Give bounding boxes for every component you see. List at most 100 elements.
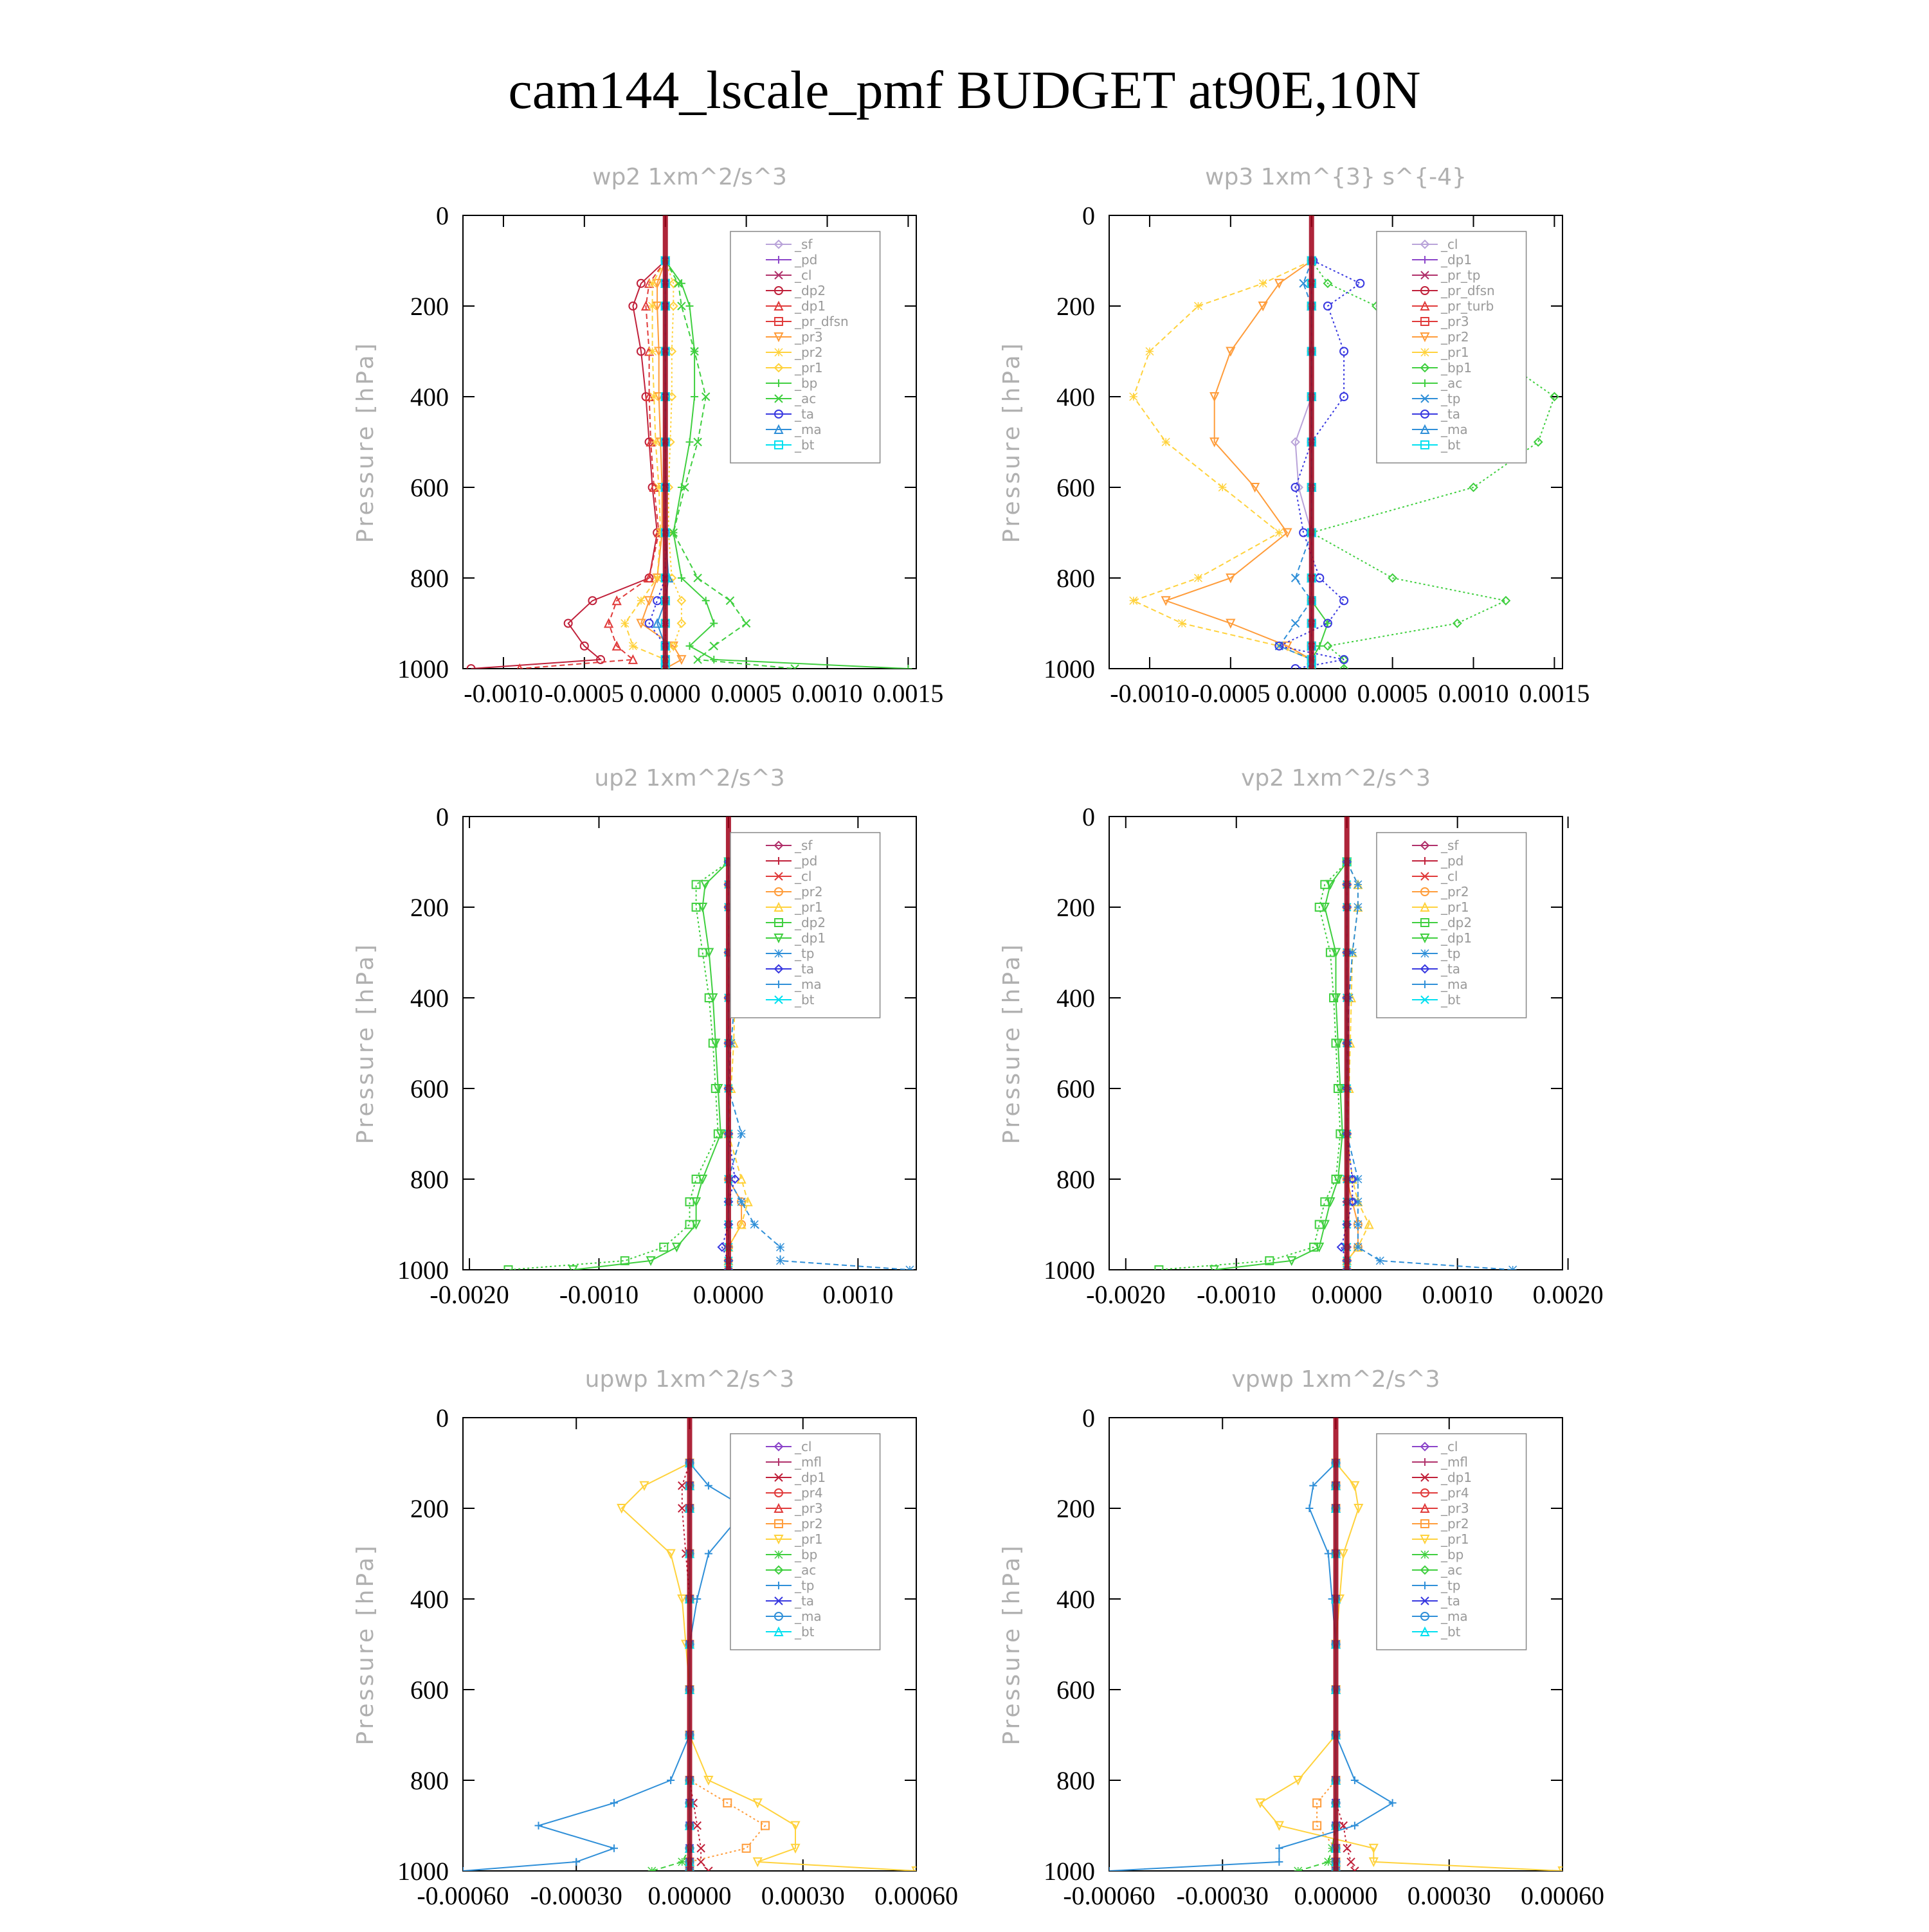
y-tick-label: 600 — [1056, 473, 1095, 502]
y-tick-label: 600 — [410, 1675, 449, 1704]
x-tick-label: 0.0000 — [630, 679, 701, 708]
legend: _sf_pd_cl_pr2_pr1_dp2_dp1_tp_ta_ma_bt — [1376, 832, 1527, 1018]
x-tick-label: -0.0010 — [464, 679, 543, 708]
legend-marker — [1420, 1488, 1429, 1497]
x-tick-label: -0.0005 — [545, 679, 624, 708]
y-tick-label: 0 — [436, 201, 449, 230]
data-point — [1549, 392, 1559, 402]
y-tick-label: 1000 — [1044, 1256, 1095, 1285]
legend-label: _mfl — [1440, 1454, 1468, 1470]
y-tick-label: 1000 — [397, 655, 449, 683]
data-point — [1324, 1857, 1333, 1866]
legend-label: _tp — [794, 946, 815, 961]
y-tick-label: 400 — [1056, 1585, 1095, 1614]
data-point — [700, 880, 711, 890]
data-point — [704, 1481, 712, 1490]
data-point — [690, 347, 699, 356]
legend-marker — [1420, 332, 1430, 343]
data-point — [725, 596, 735, 605]
legend-label: _dp2 — [794, 283, 826, 298]
data-point — [534, 1821, 543, 1830]
data-point — [644, 618, 654, 628]
legend-frame — [730, 231, 881, 464]
y-tick-label: 1000 — [1044, 1857, 1095, 1886]
data-point — [649, 392, 658, 401]
data-point — [579, 641, 589, 651]
data-point — [741, 618, 751, 628]
data-point — [678, 1857, 687, 1866]
legend-marker — [1420, 1626, 1430, 1636]
x-tick-label: 0.0015 — [873, 679, 943, 708]
data-point — [617, 1504, 627, 1514]
legend-marker — [774, 271, 783, 280]
y-axis-label: Pressure [hPa] — [999, 942, 1025, 1144]
legend-label: _ta — [794, 406, 814, 422]
data-point — [1354, 1504, 1364, 1514]
data-point — [1255, 1798, 1265, 1809]
data-point — [610, 1844, 618, 1852]
y-tick-label: 800 — [410, 1766, 449, 1795]
chart-panel: vpwp 1xm^2/s^3 Pressure [hPa] 0 200 400 600 80… — [999, 1366, 1604, 1910]
legend-marker — [1420, 980, 1429, 988]
data-point — [1209, 1265, 1219, 1270]
legend-marker — [1420, 840, 1430, 851]
series-line-tp — [1278, 260, 1312, 669]
data-point — [904, 665, 912, 669]
legend-marker — [1420, 1441, 1430, 1452]
data-point — [677, 302, 686, 311]
data-point — [628, 642, 637, 651]
data-point — [1193, 302, 1203, 311]
data-point — [1336, 1242, 1346, 1252]
data-point — [716, 1129, 726, 1139]
series-line-dp2 — [508, 861, 729, 1270]
legend-marker — [774, 918, 783, 927]
data-point — [1343, 1844, 1352, 1853]
legend-marker — [774, 286, 783, 295]
legend-label: _bt — [1440, 992, 1461, 1007]
data-point — [752, 1798, 763, 1809]
data-point — [644, 596, 655, 606]
legend-label: _ta — [794, 1593, 814, 1609]
data-point — [648, 347, 657, 356]
data-point — [693, 1821, 702, 1830]
data-point — [644, 572, 655, 582]
legend-marker — [774, 317, 783, 326]
data-point — [1355, 278, 1365, 288]
legend-marker — [1420, 1612, 1429, 1621]
data-point — [1354, 880, 1363, 889]
data-point — [1275, 1844, 1283, 1852]
legend-label: _bt — [794, 1624, 815, 1639]
data-point — [1299, 528, 1309, 537]
legend-label: _tp — [794, 1578, 815, 1593]
x-tick-label: 0.00060 — [874, 1881, 958, 1910]
data-point — [1338, 1549, 1348, 1559]
data-point — [1350, 1821, 1359, 1830]
data-point — [693, 1595, 702, 1603]
data-point — [1274, 278, 1284, 289]
data-point — [653, 573, 662, 582]
legend-marker — [1420, 995, 1429, 1004]
y-tick-label: 800 — [1056, 1165, 1095, 1194]
y-tick-label: 200 — [1056, 1494, 1095, 1523]
data-point — [1291, 664, 1300, 669]
x-tick-label: 0.00000 — [1294, 1881, 1378, 1910]
series-line-pr2 — [1316, 1463, 1337, 1871]
data-point — [1209, 392, 1220, 402]
x-tick-label: 0.0020 — [1533, 1280, 1604, 1309]
data-point — [1388, 1799, 1397, 1807]
legend-label: _pr_tp — [1440, 267, 1480, 283]
data-point — [1282, 641, 1292, 651]
legend-marker — [1420, 424, 1430, 434]
legend-marker — [1420, 271, 1429, 280]
legend-frame — [730, 1433, 881, 1650]
data-point — [1350, 1481, 1360, 1491]
data-point — [653, 596, 662, 606]
legend-marker — [774, 256, 783, 264]
legend-marker — [1420, 440, 1429, 449]
y-tick-label: 0 — [1082, 1404, 1095, 1432]
x-tick-label: -0.0020 — [1086, 1280, 1165, 1309]
chart-panel: upwp 1xm^2/s^3 Pressure [hPa] 0 200 400 600 80… — [352, 1366, 958, 1910]
x-tick-label: 0.0000 — [1312, 1280, 1382, 1309]
data-point — [1319, 903, 1330, 913]
legend-marker — [774, 363, 784, 373]
